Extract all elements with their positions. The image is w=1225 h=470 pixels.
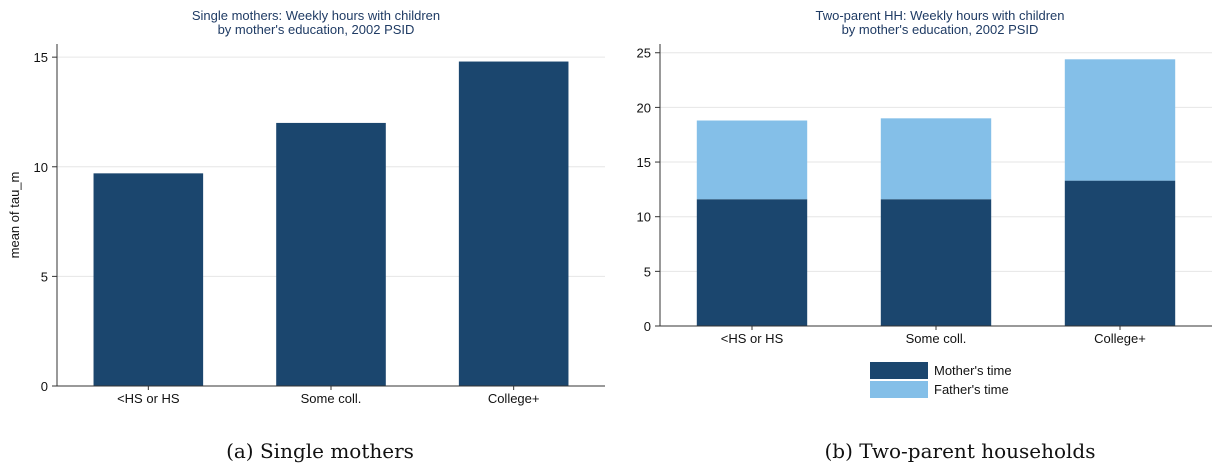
chart-title: Single mothers: Weekly hours with childr… <box>192 8 440 23</box>
bar <box>93 173 204 386</box>
legend-swatch <box>870 381 928 398</box>
bar-mothers-time <box>696 199 808 326</box>
y-tick-label: 0 <box>41 379 48 394</box>
y-axis-label: mean of tau_m <box>7 172 22 259</box>
y-tick-label: 5 <box>41 269 48 284</box>
y-tick-label: 25 <box>637 46 651 61</box>
bar <box>276 122 386 386</box>
bar-fathers-time <box>1064 59 1176 181</box>
x-tick-label: Some coll. <box>906 331 967 346</box>
legend-label: Father's time <box>934 382 1009 397</box>
y-tick-label: 10 <box>637 210 651 225</box>
bar-fathers-time <box>696 120 808 200</box>
x-tick-label: Some coll. <box>301 391 362 406</box>
chart-title: Two-parent HH: Weekly hours with childre… <box>815 8 1064 23</box>
bar-mothers-time <box>880 199 992 326</box>
x-tick-label: College+ <box>1094 331 1146 346</box>
legend-swatch <box>870 362 928 379</box>
caption-a: (a) Single mothers <box>226 439 414 463</box>
y-tick-label: 5 <box>644 264 651 279</box>
bar-mothers-time <box>1064 180 1176 326</box>
chart-subtitle: by mother's education, 2002 PSID <box>842 22 1039 37</box>
y-tick-label: 15 <box>637 155 651 170</box>
caption-b: (b) Two-parent households <box>824 439 1096 463</box>
x-tick-label: <HS or HS <box>721 331 784 346</box>
chart-subtitle: by mother's education, 2002 PSID <box>218 22 415 37</box>
y-tick-label: 15 <box>34 50 48 65</box>
bar-fathers-time <box>880 118 992 200</box>
y-tick-label: 0 <box>644 319 651 334</box>
y-tick-label: 20 <box>637 100 651 115</box>
legend-label: Mother's time <box>934 363 1012 378</box>
x-tick-label: College+ <box>488 391 540 406</box>
y-tick-label: 10 <box>34 160 48 175</box>
x-tick-label: <HS or HS <box>117 391 180 406</box>
bar <box>458 61 569 387</box>
